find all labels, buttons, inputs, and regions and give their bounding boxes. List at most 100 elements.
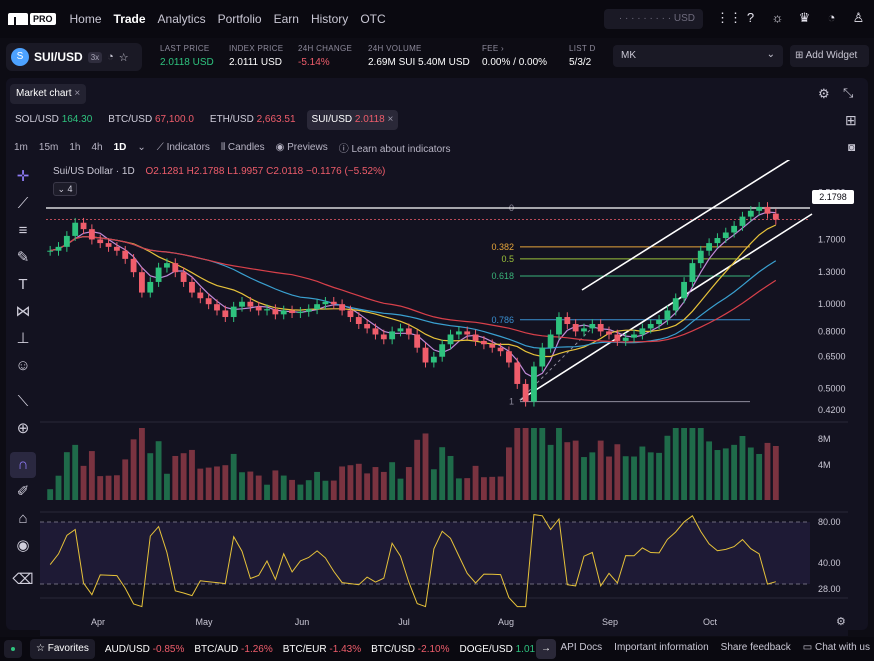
alert-bell-icon[interactable]: ◔: [107, 51, 114, 63]
visibility-tool-icon[interactable]: ◉: [16, 537, 30, 554]
nav-otc[interactable]: OTC: [360, 12, 386, 26]
tf-1m[interactable]: 1m: [14, 142, 28, 153]
tf-4h[interactable]: 4h: [91, 142, 103, 153]
candle-body: [222, 310, 229, 318]
candle-body: [197, 292, 204, 299]
nav-portfolio[interactable]: Portfolio: [217, 12, 262, 26]
fib-tool-icon[interactable]: ≡: [18, 222, 28, 239]
bottom-ticker[interactable]: BTC/EUR -1.43%: [283, 644, 361, 655]
favorites-button[interactable]: ☆ Favorites: [30, 639, 95, 659]
close-icon[interactable]: ×: [387, 114, 394, 125]
candle-body: [522, 383, 529, 402]
candle-body: [697, 250, 704, 264]
stat-fee[interactable]: FEE › 0.00% / 0.00%: [482, 44, 547, 68]
tab-market-chart[interactable]: Market chart ×: [10, 84, 87, 104]
volume-bar: [556, 428, 562, 500]
candles: [47, 202, 779, 407]
trash-tool-icon[interactable]: ⌫: [12, 571, 34, 588]
collapse-icon[interactable]: ⤡: [843, 85, 854, 100]
emoji-tool-icon[interactable]: ☺: [15, 357, 31, 374]
candle-body: [589, 324, 596, 329]
bottom-ticker[interactable]: BTC/USD -2.10%: [371, 644, 449, 655]
previews-button[interactable]: ◉ Previews: [276, 142, 328, 153]
candle-body: [439, 344, 446, 357]
mk-select[interactable]: MK ⌄: [613, 45, 783, 67]
zoom-in-tool-icon[interactable]: ⊕: [16, 420, 30, 437]
chat-link[interactable]: ▭ Chat with us: [803, 642, 870, 653]
pair-tab-btc[interactable]: BTC/USD 67,100.0: [103, 110, 199, 130]
time-axis-settings-icon[interactable]: ⚙: [836, 616, 846, 628]
candle-body: [47, 250, 54, 252]
candle-body: [506, 351, 512, 363]
candle-body: [280, 310, 287, 315]
nav-earn[interactable]: Earn: [273, 12, 299, 26]
user-profile-icon[interactable]: ♙: [852, 10, 865, 25]
legend-collapse-button[interactable]: ⌄ 4: [53, 182, 77, 196]
pair-tab-eth[interactable]: ETH/USD 2,663.51: [205, 110, 301, 130]
nav-history[interactable]: History: [310, 12, 349, 26]
layout-grid-icon[interactable]: ⊞: [845, 112, 857, 128]
arrow-right-icon[interactable]: →: [536, 639, 556, 659]
tf-1d[interactable]: 1D: [113, 142, 127, 153]
share-feedback-link[interactable]: Share feedback: [720, 642, 791, 653]
lock-tool-icon[interactable]: ⌂: [18, 510, 28, 527]
indicators-button[interactable]: ⟋ Indicators: [157, 142, 210, 153]
notification-bell-icon[interactable]: ◔: [827, 10, 836, 25]
price-tick-label: 0.8000: [818, 326, 846, 336]
pair-tab-sui[interactable]: SUI/USD 2.0118 ×: [306, 110, 399, 130]
trophy-icon[interactable]: ♛: [798, 10, 811, 25]
moving-average-line: [50, 211, 776, 379]
important-info-link[interactable]: Important information: [614, 642, 709, 653]
ruler-tool-icon[interactable]: ⟍: [17, 393, 29, 410]
tf-1h[interactable]: 1h: [69, 142, 81, 153]
pattern-tool-icon[interactable]: ⋈: [15, 303, 31, 320]
favorite-star-icon[interactable]: ☆: [118, 51, 129, 64]
tf-15m[interactable]: 15m: [38, 142, 59, 153]
volume-bar: [397, 478, 404, 500]
candle-body: [189, 281, 195, 293]
crosshair-tool-icon[interactable]: ✛: [16, 168, 30, 185]
help-icon[interactable]: ?: [746, 10, 755, 25]
bottom-ticker-change: 1.01: [515, 643, 536, 655]
volume-bar: [405, 467, 412, 500]
apps-grid-icon[interactable]: ⋮⋮: [716, 10, 742, 25]
pair-selector[interactable]: S SUI/USD 3x ◔ ☆: [6, 43, 142, 71]
bottom-ticker[interactable]: BTC/AUD -1.26%: [194, 644, 272, 655]
stat-label: LAST PRICE: [160, 44, 210, 53]
candle-body: [464, 331, 471, 335]
candles-button[interactable]: ⫴ Candles: [221, 142, 265, 153]
brush-tool-icon[interactable]: ✎: [16, 249, 30, 266]
nav-analytics[interactable]: Analytics: [157, 12, 206, 26]
candle-body: [405, 328, 412, 335]
text-tool-icon[interactable]: T: [18, 276, 28, 293]
bottom-ticker[interactable]: DOGE/USD 1.01: [459, 644, 535, 655]
candle-body: [656, 319, 662, 325]
settings-gear-icon[interactable]: ⚙: [818, 86, 830, 101]
projection-tool-icon[interactable]: ⊥: [16, 330, 30, 347]
candle-body: [247, 301, 254, 307]
bottom-ticker-change: -1.43%: [329, 643, 362, 655]
pair-tab-sol[interactable]: SOL/USD 164.30: [10, 110, 97, 130]
screenshot-camera-icon[interactable]: ◙: [848, 140, 856, 154]
volume-bar: [697, 428, 704, 500]
api-docs-link[interactable]: API Docs: [560, 642, 603, 653]
balance-display[interactable]: · · · · · · · · · USD: [604, 9, 703, 29]
learn-indicators-link[interactable]: ⓘ Learn about indicators: [339, 140, 451, 155]
magnet-tool-icon[interactable]: ∩: [10, 452, 36, 478]
draw-lock-tool-icon[interactable]: ✐: [16, 483, 30, 500]
volume-bar: [472, 465, 479, 500]
theme-sun-icon[interactable]: ☼: [771, 10, 784, 25]
nav-home[interactable]: Home: [69, 12, 102, 26]
nav-trade[interactable]: Trade: [113, 12, 146, 26]
stat-value: 5/3/2: [569, 57, 592, 68]
candle-body: [681, 281, 687, 299]
brand-logo[interactable]: PRO: [8, 13, 56, 25]
candle-body: [572, 324, 579, 332]
bottom-ticker[interactable]: AUD/USD -0.85%: [105, 644, 184, 655]
trendline-tool-icon[interactable]: ⟋: [17, 195, 29, 212]
add-widget-button[interactable]: ⊞ Add Widget: [790, 45, 869, 67]
chevron-down-icon[interactable]: ⌄: [137, 142, 146, 153]
close-icon[interactable]: ×: [74, 88, 81, 99]
candle-body: [664, 310, 671, 320]
